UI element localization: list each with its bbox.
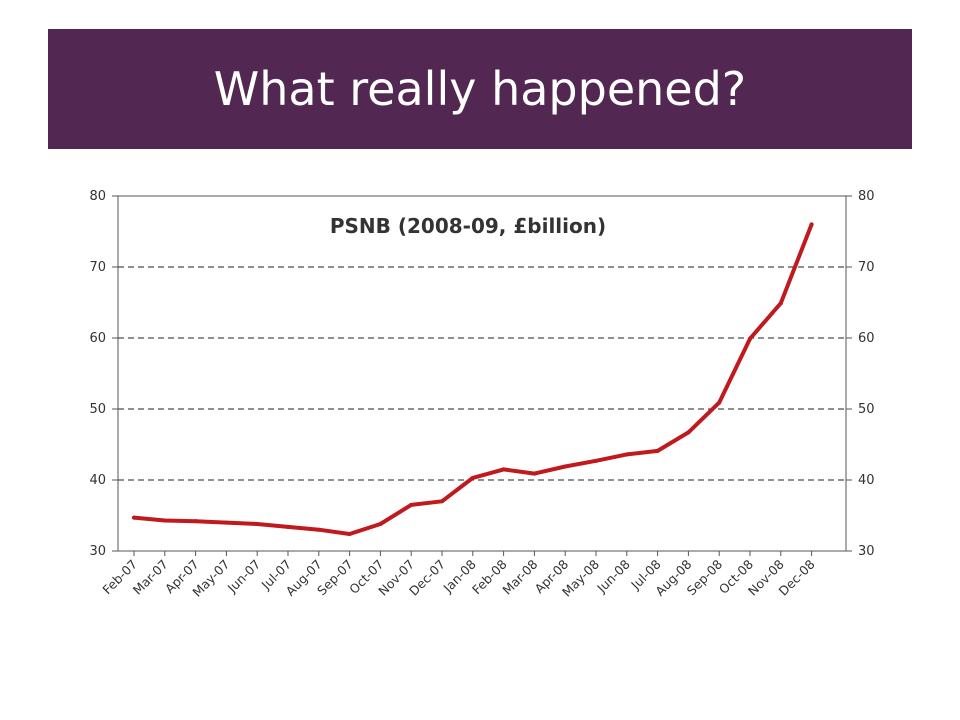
data-point	[162, 518, 167, 523]
data-point	[193, 519, 198, 524]
chart-axes	[112, 195, 852, 556]
x-tick-label: Jun-07	[224, 557, 264, 597]
data-point	[686, 430, 691, 435]
y-tick-label-right: 70	[858, 260, 875, 275]
y-tick-label-right: 30	[858, 544, 875, 559]
data-point	[655, 448, 660, 453]
y-tick-label-left: 80	[89, 189, 106, 204]
series-line-psnb	[132, 222, 814, 536]
series-layer	[132, 222, 814, 536]
y-tick-label-left: 60	[89, 331, 106, 346]
data-point	[409, 502, 414, 507]
data-point	[809, 222, 814, 227]
y-tick-label-left: 50	[89, 402, 106, 417]
data-point	[378, 522, 383, 527]
y-tick-label-left: 30	[89, 544, 106, 559]
data-point	[717, 400, 722, 405]
data-point	[501, 467, 506, 472]
y-tick-label-right: 60	[858, 331, 875, 346]
x-tick-label: Mar-08	[499, 556, 540, 597]
x-tick-label: Mar-07	[130, 557, 171, 598]
data-point	[255, 522, 260, 527]
data-point	[347, 531, 352, 536]
data-point	[316, 527, 321, 532]
data-point	[563, 464, 568, 469]
data-point	[778, 301, 783, 306]
data-point	[132, 515, 136, 520]
y-tick-label-right: 80	[858, 189, 875, 204]
data-point	[594, 458, 598, 463]
grid-lines	[118, 266, 846, 481]
data-point	[286, 524, 290, 529]
plot-frame	[117, 195, 847, 552]
data-point	[440, 499, 444, 504]
y-tick-label-left: 70	[89, 260, 106, 275]
x-tick-label: Jun-08	[593, 556, 633, 596]
y-tick-label-right: 50	[858, 402, 875, 417]
y-tick-label-right: 40	[858, 473, 875, 488]
chart-title: PSNB (2008-09, £billion)	[330, 214, 606, 238]
data-point	[224, 520, 229, 525]
data-point	[532, 471, 537, 476]
data-point	[748, 336, 752, 341]
y-tick-label-left: 40	[89, 473, 106, 488]
slide-title-bar: What really happened?	[48, 29, 912, 149]
data-point	[624, 452, 629, 457]
data-point	[470, 475, 475, 480]
slide-title: What really happened?	[213, 62, 747, 116]
